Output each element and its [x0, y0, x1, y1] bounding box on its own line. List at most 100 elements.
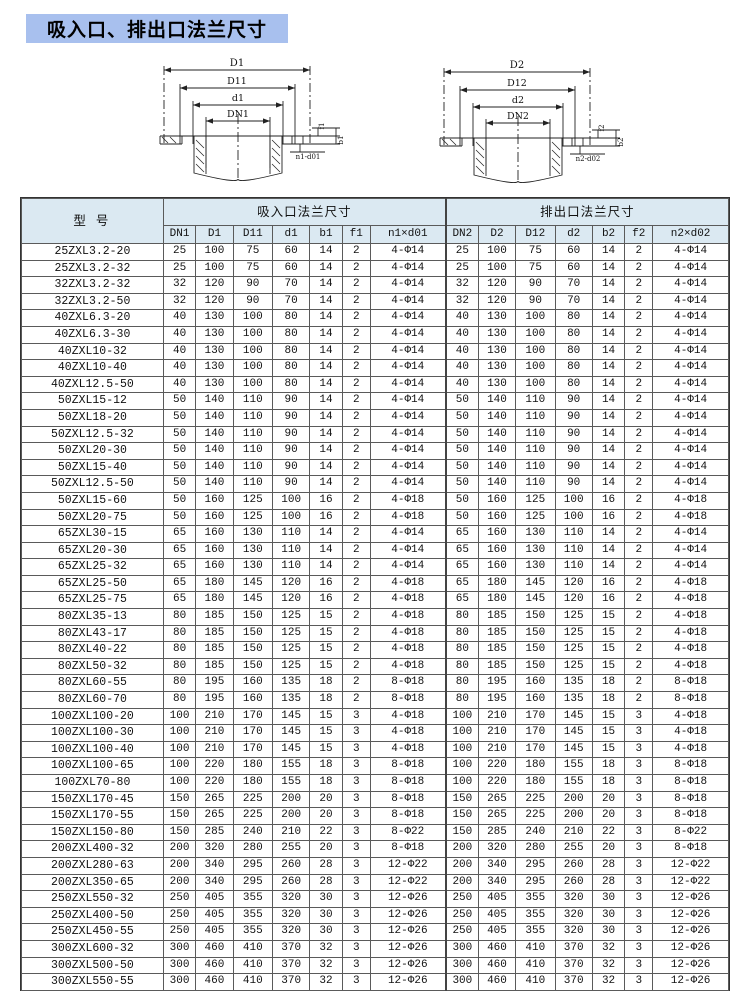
table-row: 25ZXL3.2-32 25 100 75 60 14 2 4-Φ14 25 100 75 60 14 2… — [21, 259, 729, 278]
cell-discharge-d2: 200 — [554, 790, 593, 809]
table-row: 32ZXL3.2-32 32 120 90 70 14 2 4-Φ14 32 120 90 70 14 2… — [21, 276, 729, 294]
cell-discharge-f2: 2 — [624, 425, 654, 444]
cell-suction-b1: 14 — [309, 442, 343, 460]
cell-suction-n1xd01: 8-Φ18 — [369, 807, 447, 825]
cell-suction-d11: 225 — [232, 790, 274, 809]
cell-discharge-f2: 3 — [624, 906, 654, 925]
cell-discharge-n2xd02: 4-Φ14 — [652, 292, 729, 311]
cell-discharge-n2xd02: 12-Φ26 — [652, 939, 729, 958]
cell-suction-d1: 110 — [272, 525, 311, 543]
cell-discharge-f2: 2 — [624, 541, 654, 560]
label-f2: f2 — [598, 124, 606, 131]
cell-discharge-f2: 2 — [624, 458, 654, 477]
cell-suction-d11: 280 — [232, 840, 274, 858]
cell-suction-d1: 110 — [272, 541, 311, 560]
cell-discharge-b2: 15 — [591, 657, 626, 676]
cell-suction-d1: 140 — [195, 425, 234, 444]
cell-suction-d11: 170 — [232, 724, 274, 742]
cell-suction-b1: 30 — [309, 890, 343, 908]
cell-discharge-b2: 15 — [591, 707, 626, 726]
cell-discharge-n2xd02: 8-Φ18 — [652, 807, 729, 825]
cell-discharge-n2xd02: 8-Φ22 — [652, 823, 729, 842]
cell-discharge-dn2: 32 — [444, 292, 479, 311]
table-row: 40ZXL6.3-20 40 130 100 80 14 2 4-Φ14 40 130 100 80 1… — [21, 309, 729, 327]
cell-suction-d1: 210 — [272, 823, 311, 842]
cell-discharge-f2: 2 — [624, 508, 654, 527]
cell-suction-f1: 3 — [341, 956, 371, 975]
cell-discharge-d2: 70 — [554, 276, 593, 294]
cell-suction-dn1: 25 — [162, 259, 197, 278]
column-header-d1: D1 — [195, 225, 234, 244]
cell-discharge-b2: 20 — [591, 840, 626, 858]
cell-discharge-d12: 100 — [515, 375, 556, 394]
cell-model: 150ZXL170-45 — [21, 790, 164, 809]
cell-suction-f1: 2 — [341, 342, 371, 361]
cell-suction-f1: 2 — [341, 292, 371, 311]
cell-discharge-d12: 180 — [515, 757, 556, 775]
table-row: 300ZXL600-32 300 460 410 370 32 3 12-Φ26 300 460 4… — [21, 939, 729, 958]
cell-suction-b1: 14 — [309, 325, 343, 344]
cell-discharge-d12: 410 — [515, 956, 556, 975]
cell-suction-n1xd01: 4-Φ14 — [369, 276, 447, 294]
cell-suction-d1: 130 — [195, 325, 234, 344]
column-header-b2: b2 — [591, 225, 626, 244]
cell-discharge-n2xd02: 4-Φ14 — [652, 375, 729, 394]
cell-discharge-n2xd02: 4-Φ14 — [652, 525, 729, 543]
cell-discharge-f2: 2 — [624, 408, 654, 427]
cell-discharge-f2: 2 — [624, 608, 654, 626]
cell-discharge-dn2: 40 — [444, 359, 479, 377]
cell-model: 200ZXL350-65 — [21, 873, 164, 892]
cell-suction-d1: 70 — [272, 276, 311, 294]
cell-discharge-d2: 160 — [477, 558, 517, 576]
cell-discharge-d2: 125 — [554, 608, 593, 626]
cell-model: 50ZXL20-30 — [21, 442, 164, 460]
table-row: 80ZXL40-22 80 185 150 125 15 2 4-Φ18 80 185 150 125… — [21, 641, 729, 659]
cell-suction-d11: 75 — [232, 243, 274, 261]
cell-suction-dn1: 40 — [162, 359, 197, 377]
cell-discharge-d2: 125 — [554, 657, 593, 676]
cell-suction-n1xd01: 4-Φ14 — [369, 558, 447, 576]
cell-model: 300ZXL600-32 — [21, 939, 164, 958]
cell-discharge-b2: 16 — [591, 574, 626, 593]
cell-suction-d1: 155 — [272, 757, 311, 775]
table-row: 150ZXL170-55 150 265 225 200 20 3 8-Φ18 150 265 22… — [21, 807, 729, 825]
cell-discharge-d2: 140 — [477, 392, 517, 410]
cell-discharge-b2: 14 — [591, 276, 626, 294]
cell-discharge-d2: 160 — [477, 541, 517, 560]
cell-model: 150ZXL170-55 — [21, 807, 164, 825]
cell-suction-n1xd01: 4-Φ14 — [369, 292, 447, 311]
cell-suction-d1: 90 — [272, 392, 311, 410]
cell-discharge-d12: 150 — [515, 608, 556, 626]
cell-discharge-n2xd02: 4-Φ14 — [652, 276, 729, 294]
cell-discharge-d2: 320 — [554, 890, 593, 908]
cell-suction-n1xd01: 8-Φ18 — [369, 757, 447, 775]
cell-discharge-n2xd02: 4-Φ14 — [652, 342, 729, 361]
cell-discharge-f2: 2 — [624, 375, 654, 394]
cell-discharge-dn2: 150 — [444, 790, 479, 809]
cell-discharge-f2: 2 — [624, 475, 654, 493]
cell-suction-n1xd01: 12-Φ22 — [369, 873, 447, 892]
cell-discharge-b2: 14 — [591, 359, 626, 377]
cell-suction-d1: 155 — [272, 774, 311, 792]
cell-suction-d11: 100 — [232, 325, 274, 344]
table-row: 65ZXL25-50 65 180 145 120 16 2 4-Φ18 65 180 145 120… — [21, 574, 729, 593]
cell-discharge-d2: 135 — [554, 674, 593, 693]
cell-discharge-n2xd02: 4-Φ14 — [652, 425, 729, 444]
cell-suction-d1: 130 — [195, 375, 234, 394]
cell-suction-dn1: 100 — [162, 740, 197, 759]
table-row: 65ZXL20-30 65 160 130 110 14 2 4-Φ14 65 160 130 110… — [21, 541, 729, 560]
cell-suction-dn1: 300 — [162, 939, 197, 958]
cell-suction-d1: 160 — [195, 508, 234, 527]
cell-suction-b1: 14 — [309, 425, 343, 444]
cell-discharge-f2: 3 — [624, 823, 654, 842]
table-row: 25ZXL3.2-20 25 100 75 60 14 2 4-Φ14 25 100 75 60 14 2… — [21, 243, 729, 261]
cell-discharge-f2: 3 — [624, 840, 654, 858]
cell-suction-d1: 130 — [195, 309, 234, 327]
cell-suction-d11: 100 — [232, 342, 274, 361]
cell-discharge-d2: 60 — [554, 243, 593, 261]
cell-discharge-b2: 15 — [591, 724, 626, 742]
table-row: 40ZXL6.3-30 40 130 100 80 14 2 4-Φ14 40 130 100 80 1… — [21, 325, 729, 344]
cell-discharge-d2: 195 — [477, 674, 517, 693]
cell-suction-d1: 185 — [195, 624, 234, 643]
cell-suction-d11: 75 — [232, 259, 274, 278]
